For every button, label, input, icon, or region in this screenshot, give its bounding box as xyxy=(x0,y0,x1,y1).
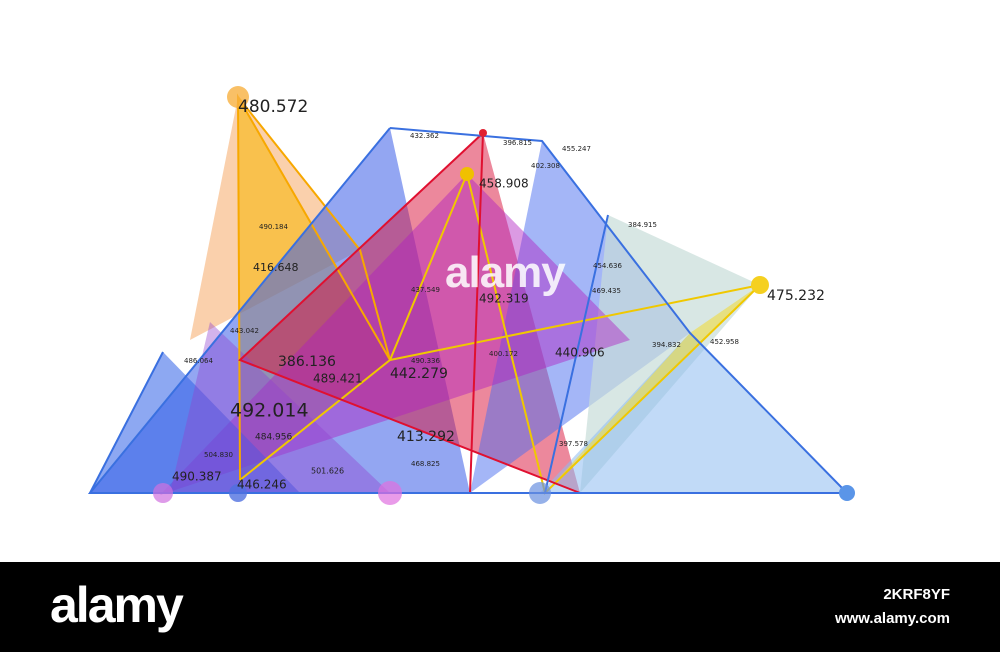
value-label: 416.648 xyxy=(253,261,299,274)
value-label: 400.172 xyxy=(489,350,518,358)
value-label: 468.825 xyxy=(411,460,440,468)
watermark: alamy xyxy=(445,248,566,297)
image-id: 2KRF8YF xyxy=(883,586,950,603)
value-label: 397.578 xyxy=(559,440,588,448)
value-label: 446.246 xyxy=(237,478,287,492)
value-label: 443.042 xyxy=(230,327,259,335)
value-label: 475.232 xyxy=(767,288,825,304)
footer: alamy 2KRF8YF www.alamy.com xyxy=(0,562,1000,652)
value-label: 440.906 xyxy=(555,346,605,360)
value-label: 454.636 xyxy=(593,262,622,270)
value-labels: 480.572 432.362 396.815 455.247 402.308458.9… xyxy=(172,97,825,492)
value-label: 394.832 xyxy=(652,341,681,349)
value-label: 442.279 xyxy=(390,366,448,382)
value-label: 384.915 xyxy=(628,221,657,229)
value-label: 458.908 xyxy=(479,177,529,191)
value-label: 484.956 xyxy=(255,433,292,443)
value-label: 504.830 xyxy=(204,451,233,459)
value-label: 486.064 xyxy=(184,357,213,365)
polygons xyxy=(90,97,847,495)
value-label: 437.549 xyxy=(411,286,440,294)
value-label: 490.387 xyxy=(172,470,222,484)
value-label: 469.435 xyxy=(592,287,621,295)
value-label: 490.184 xyxy=(259,223,288,231)
nodes xyxy=(153,86,855,505)
value-label: 413.292 xyxy=(397,429,455,445)
value-label: 480.572 xyxy=(238,97,308,117)
value-label: 452.958 xyxy=(710,338,739,346)
value-label: 432.362 xyxy=(410,132,439,140)
logo: alamy xyxy=(50,577,184,633)
value-label: 455.247 xyxy=(562,145,591,153)
edges xyxy=(87,93,850,495)
value-label: 386.136 xyxy=(278,354,336,370)
value-label: 492.014 xyxy=(230,400,309,422)
value-label: 396.815 xyxy=(503,139,532,147)
site-url: www.alamy.com xyxy=(834,610,950,627)
value-label: 402.308 xyxy=(531,162,560,170)
value-label: 489.421 xyxy=(313,372,363,386)
value-label: 490.336 xyxy=(411,357,440,365)
value-label: 501.626 xyxy=(311,467,344,476)
value-label: 492.319 xyxy=(479,292,529,306)
abstract-network: 480.572 432.362 396.815 455.247 402.308458.9… xyxy=(87,86,855,505)
